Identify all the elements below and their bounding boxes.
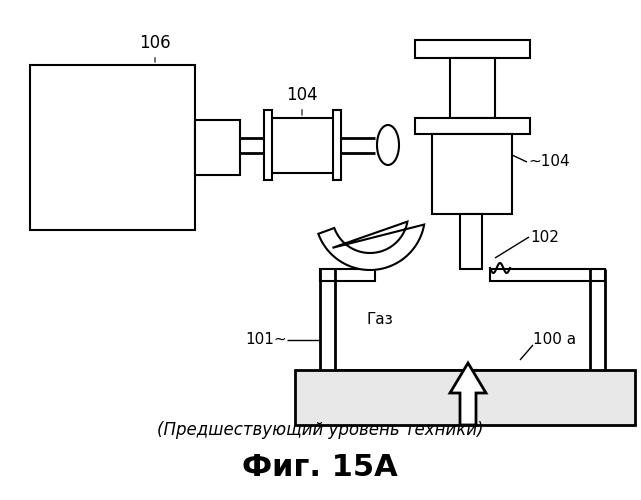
Bar (415, 40, 530, 58)
Text: Фиг. 15А: Фиг. 15А (242, 454, 398, 482)
Bar (415, 118, 530, 134)
Bar (270, 118, 335, 173)
Ellipse shape (377, 125, 399, 165)
Bar (460, 214, 482, 269)
Text: 102: 102 (530, 230, 559, 244)
Bar (490, 269, 605, 281)
Text: 100 a: 100 a (533, 332, 576, 347)
Bar (295, 370, 635, 425)
Bar (30, 65, 195, 230)
Bar (264, 110, 272, 180)
Text: (Предшествующий уровень техники): (Предшествующий уровень техники) (157, 421, 483, 439)
Polygon shape (450, 363, 486, 425)
Bar (320, 269, 375, 281)
Bar (432, 134, 512, 214)
Text: 104: 104 (286, 86, 318, 115)
Polygon shape (319, 222, 424, 270)
Bar (195, 120, 240, 175)
Text: 101~: 101~ (246, 332, 287, 347)
Text: Газ: Газ (367, 312, 394, 328)
Bar (450, 58, 495, 118)
Text: ~104: ~104 (528, 154, 570, 170)
Text: 106: 106 (139, 34, 171, 62)
Bar (333, 110, 341, 180)
